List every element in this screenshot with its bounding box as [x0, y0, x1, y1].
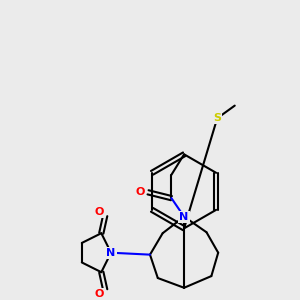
Text: O: O — [95, 289, 104, 298]
Text: S: S — [213, 113, 221, 123]
Text: O: O — [95, 207, 104, 217]
Text: N: N — [179, 212, 189, 222]
Text: O: O — [136, 187, 145, 197]
Text: N: N — [106, 248, 116, 258]
